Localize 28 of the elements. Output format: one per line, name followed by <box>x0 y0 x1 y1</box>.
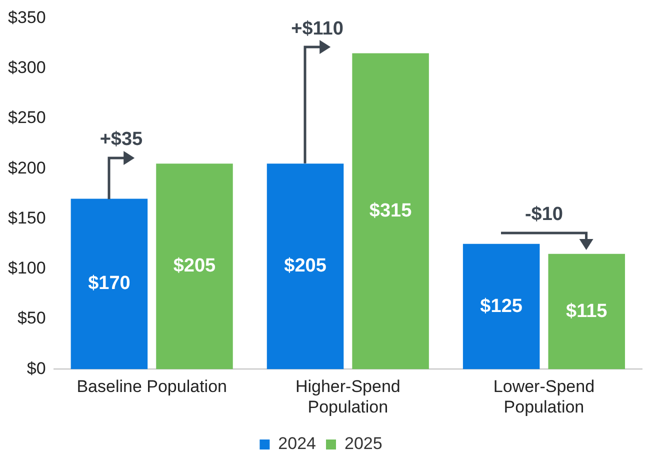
bar <box>462 244 540 370</box>
legend-label: 2025 <box>344 434 382 454</box>
bar <box>266 164 344 370</box>
data-label: $205 <box>173 256 216 277</box>
annotation: -$10 <box>524 204 563 226</box>
data-label: $315 <box>369 200 412 222</box>
y-tick-label: $50 <box>17 308 46 328</box>
y-tick-label: $200 <box>8 158 46 178</box>
y-tick-label: $350 <box>8 8 46 27</box>
annotation: +$35 <box>100 128 144 150</box>
annotation: +$110 <box>291 18 344 40</box>
y-tick-label: $150 <box>8 208 46 228</box>
bar <box>352 53 429 370</box>
x-tick-label: Baseline Population <box>76 377 227 396</box>
y-tick-label: $250 <box>8 108 46 128</box>
x-tick-label: Higher-Spend Population <box>295 377 400 416</box>
data-label: $170 <box>88 273 130 294</box>
data-label: $125 <box>480 296 523 317</box>
y-tick-label: $0 <box>26 358 46 378</box>
data-label: $115 <box>566 300 608 322</box>
x-tick-label: Lower-Spend Population <box>493 377 595 416</box>
y-tick-label: $300 <box>8 58 46 78</box>
bar <box>156 164 233 370</box>
data-label: $205 <box>284 256 327 277</box>
bar <box>548 254 625 370</box>
bar <box>70 198 148 370</box>
legend-label: 2024 <box>278 434 316 454</box>
y-tick-label: $100 <box>8 258 46 278</box>
